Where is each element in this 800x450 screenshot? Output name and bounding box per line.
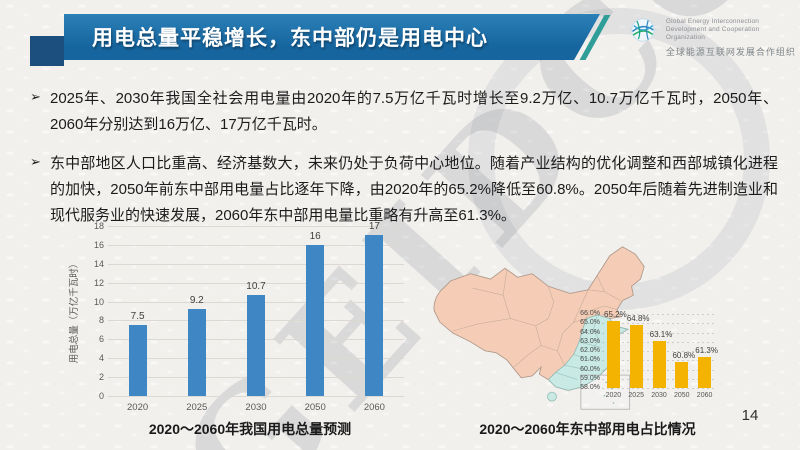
bar bbox=[629, 325, 643, 388]
plot-area: 7.5 2020 9.2 2025 10.7 2030 16 2050 17 2060 bbox=[108, 221, 404, 413]
x-tick-label: 2030 bbox=[245, 402, 267, 413]
bar bbox=[247, 294, 265, 396]
bar bbox=[675, 362, 689, 388]
province-borders-east bbox=[555, 314, 601, 380]
bullet-text-2: 东中部地区人口比重高、经济基数大，未来仍处于负荷中心地位。随着产业结构的优化调整… bbox=[50, 155, 778, 224]
x-tick-label: 2050 bbox=[674, 392, 690, 399]
bar bbox=[365, 235, 384, 396]
east-central-share-bar-chart: 66.0% 65.0% 64.0% 63.0% 62.0% 61.0% 60.0% 59.0%… bbox=[568, 308, 728, 412]
gridline bbox=[108, 282, 404, 284]
gridline bbox=[108, 244, 404, 246]
south-china-sea-inset bbox=[580, 374, 631, 410]
bar-value-label: 7.5 bbox=[130, 311, 145, 323]
y-tick-label: 61.0% bbox=[580, 356, 600, 364]
bar bbox=[306, 244, 325, 396]
slide-title: 用电总量平稳增长，东中部仍是用电中心 bbox=[92, 27, 488, 50]
x-tick-label: 2020 bbox=[127, 402, 149, 413]
page-number: 14 bbox=[741, 407, 759, 424]
x-tick-label: 2050 bbox=[304, 402, 326, 413]
map-hainan-island bbox=[547, 391, 557, 402]
y-tick-label: 63.0% bbox=[580, 337, 600, 345]
province-borders-west bbox=[452, 270, 621, 368]
y-tick-label: 10 bbox=[93, 296, 104, 307]
y-tick-label: 59.0% bbox=[580, 374, 600, 382]
gridline bbox=[602, 388, 716, 389]
x-tick-label: 2060 bbox=[696, 392, 713, 399]
x-tick-label: 2020 bbox=[605, 392, 622, 399]
y-tick-label: 12 bbox=[93, 277, 104, 288]
bar-value-label: 17 bbox=[368, 221, 380, 233]
gridline bbox=[602, 323, 716, 325]
total-consumption-bar-chart: 用电总量（万亿千瓦时） 7.5 2020 9.2 2025 10.7 2030 16 2050… bbox=[69, 221, 410, 416]
y-tick-label: 2 bbox=[98, 372, 104, 383]
bar-value-label: 60.8% bbox=[672, 351, 696, 361]
x-tick-label: 2060 bbox=[363, 402, 385, 413]
y-tick-label: 18 bbox=[93, 221, 104, 231]
gridline bbox=[108, 263, 404, 265]
globe-icon bbox=[631, 18, 655, 42]
title-banner bbox=[64, 14, 600, 60]
x-tick-label: 2025 bbox=[186, 402, 208, 413]
y-tick-label: 65.0% bbox=[580, 319, 600, 327]
org-logo-text: Global Energy Interconnection Developmen… bbox=[666, 15, 800, 58]
y-tick-label: 62.0% bbox=[580, 347, 600, 354]
bullet-text-1: 2025年、2030年我国全社会用电量由2020年的7.5万亿千瓦时增长至9.2… bbox=[50, 90, 778, 133]
y-tick-label: 60.0% bbox=[580, 365, 600, 373]
org-name-cn: 全球能源互联网发展合作组织 bbox=[665, 47, 796, 57]
gridline bbox=[108, 396, 404, 397]
x-tick-label: 2025 bbox=[628, 392, 644, 399]
header-accent-square bbox=[30, 36, 64, 66]
bar-value-label: 61.3% bbox=[695, 346, 718, 356]
bullet-item-1: ➢ 2025年、2030年我国全社会用电量由2020年的7.5万亿千瓦时增长至9… bbox=[30, 86, 778, 138]
bullet-arrow-icon: ➢ bbox=[30, 89, 41, 104]
org-logo: Global Energy Interconnection Developmen… bbox=[628, 15, 800, 58]
bar bbox=[652, 340, 666, 388]
bar-value-label: 63.1% bbox=[649, 329, 673, 339]
y-tick-label: 8 bbox=[98, 315, 104, 326]
y-axis-label: 用电总量（万亿千瓦时） bbox=[69, 258, 80, 364]
bar-value-label: 65.2% bbox=[604, 310, 627, 320]
org-name-en-line1: Global Energy Interconnection bbox=[665, 18, 760, 25]
bar-value-label: 16 bbox=[309, 230, 321, 242]
bullet-arrow-icon: ➢ bbox=[30, 154, 41, 169]
bar-value-label: 10.7 bbox=[246, 280, 266, 292]
left-chart-caption: 2020～2060年我国用电总量预测 bbox=[148, 421, 352, 437]
y-tick-label: 64.0% bbox=[580, 328, 600, 336]
y-tick-label: 16 bbox=[93, 239, 104, 250]
bar bbox=[606, 321, 620, 388]
bar bbox=[187, 309, 206, 396]
x-tick-label: 2030 bbox=[651, 392, 667, 399]
y-tick-label: 0 bbox=[98, 391, 104, 401]
bar bbox=[128, 325, 147, 396]
bar-value-label: 9.2 bbox=[189, 295, 204, 307]
gridline bbox=[602, 332, 716, 334]
bullet-list: ➢ 2025年、2030年我国全社会用电量由2020年的7.5万亿千瓦时增长至9… bbox=[30, 86, 778, 242]
y-tick-label: 58.0% bbox=[580, 384, 600, 391]
y-tick-label: 66.0% bbox=[580, 310, 600, 317]
org-name-en-line2: Development and Cooperation Organization bbox=[665, 26, 760, 41]
y-tick-label: 14 bbox=[93, 258, 104, 269]
y-tick-label: 6 bbox=[98, 334, 104, 345]
gridline bbox=[108, 226, 404, 227]
bar-value-label: 64.8% bbox=[626, 314, 650, 324]
right-chart-caption: 2020～2060年东中部用电占比情况 bbox=[479, 421, 696, 437]
bar bbox=[698, 357, 712, 388]
y-tick-label: 4 bbox=[98, 353, 104, 364]
gridline bbox=[602, 314, 716, 315]
bullet-item-2: ➢ 东中部地区人口比重高、经济基数大，未来仍处于负荷中心地位。随着产业结构的优化… bbox=[30, 151, 778, 229]
